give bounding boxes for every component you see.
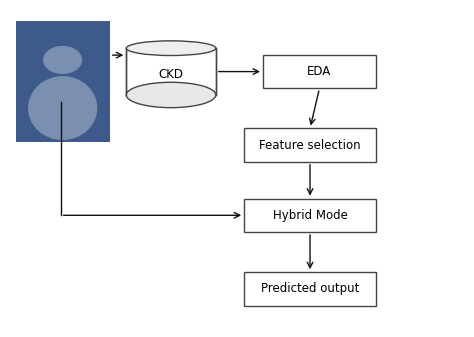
Bar xyxy=(263,55,376,88)
Bar xyxy=(244,272,376,306)
Ellipse shape xyxy=(126,41,216,56)
Bar xyxy=(244,198,376,232)
Ellipse shape xyxy=(29,77,97,140)
Bar xyxy=(126,48,216,95)
Text: EDA: EDA xyxy=(307,65,332,78)
Bar xyxy=(16,22,110,142)
Ellipse shape xyxy=(126,82,216,108)
Circle shape xyxy=(44,47,82,73)
Text: CKD: CKD xyxy=(158,68,183,82)
Text: Feature selection: Feature selection xyxy=(259,139,361,152)
Bar xyxy=(244,128,376,162)
Text: Predicted output: Predicted output xyxy=(261,282,359,295)
Text: Hybrid Mode: Hybrid Mode xyxy=(273,209,347,222)
